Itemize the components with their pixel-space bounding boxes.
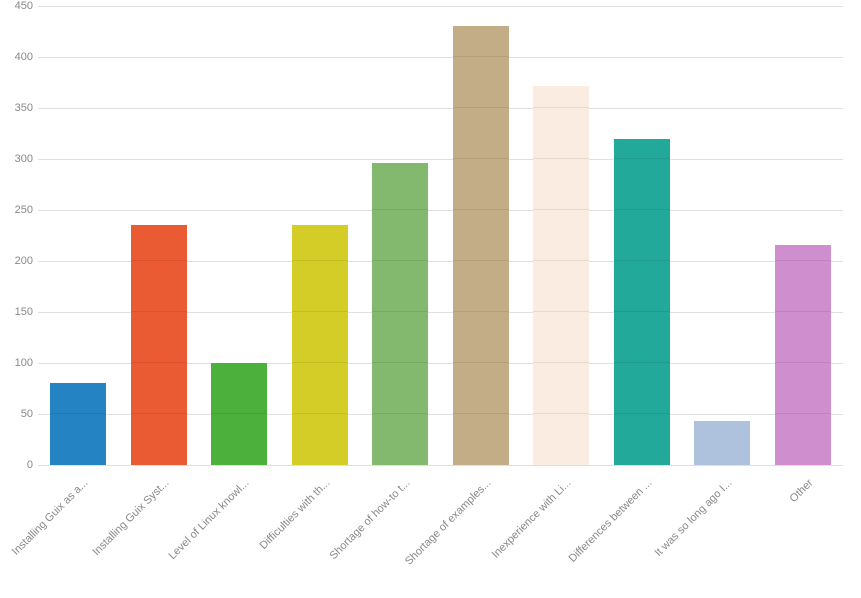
bars-container <box>38 6 843 465</box>
y-tick-label: 450 <box>3 0 33 12</box>
bar <box>211 363 267 465</box>
bar <box>453 26 509 465</box>
y-tick-label: 300 <box>3 153 33 165</box>
y-tick-label: 0 <box>3 459 33 471</box>
bar <box>614 139 670 465</box>
y-tick-label: 350 <box>3 102 33 114</box>
bar <box>50 383 106 465</box>
y-tick-label: 400 <box>3 51 33 63</box>
bar <box>694 421 750 465</box>
gridline <box>38 465 843 466</box>
x-tick-label: Other <box>715 477 815 577</box>
x-axis-labels: Installing Guix as a...Installing Guix S… <box>38 471 843 598</box>
y-tick-label: 100 <box>3 357 33 369</box>
bar <box>775 245 831 465</box>
y-tick-label: 50 <box>3 408 33 420</box>
bar <box>292 225 348 465</box>
y-tick-label: 200 <box>3 255 33 267</box>
bar <box>131 225 187 465</box>
bar <box>372 163 428 465</box>
y-tick-label: 150 <box>3 306 33 318</box>
y-tick-label: 250 <box>3 204 33 216</box>
plot-area <box>38 6 843 465</box>
bar-chart: 0 50 100 150 200 250 300 350 400 450 Installing G… <box>0 0 861 598</box>
bar <box>533 86 589 465</box>
